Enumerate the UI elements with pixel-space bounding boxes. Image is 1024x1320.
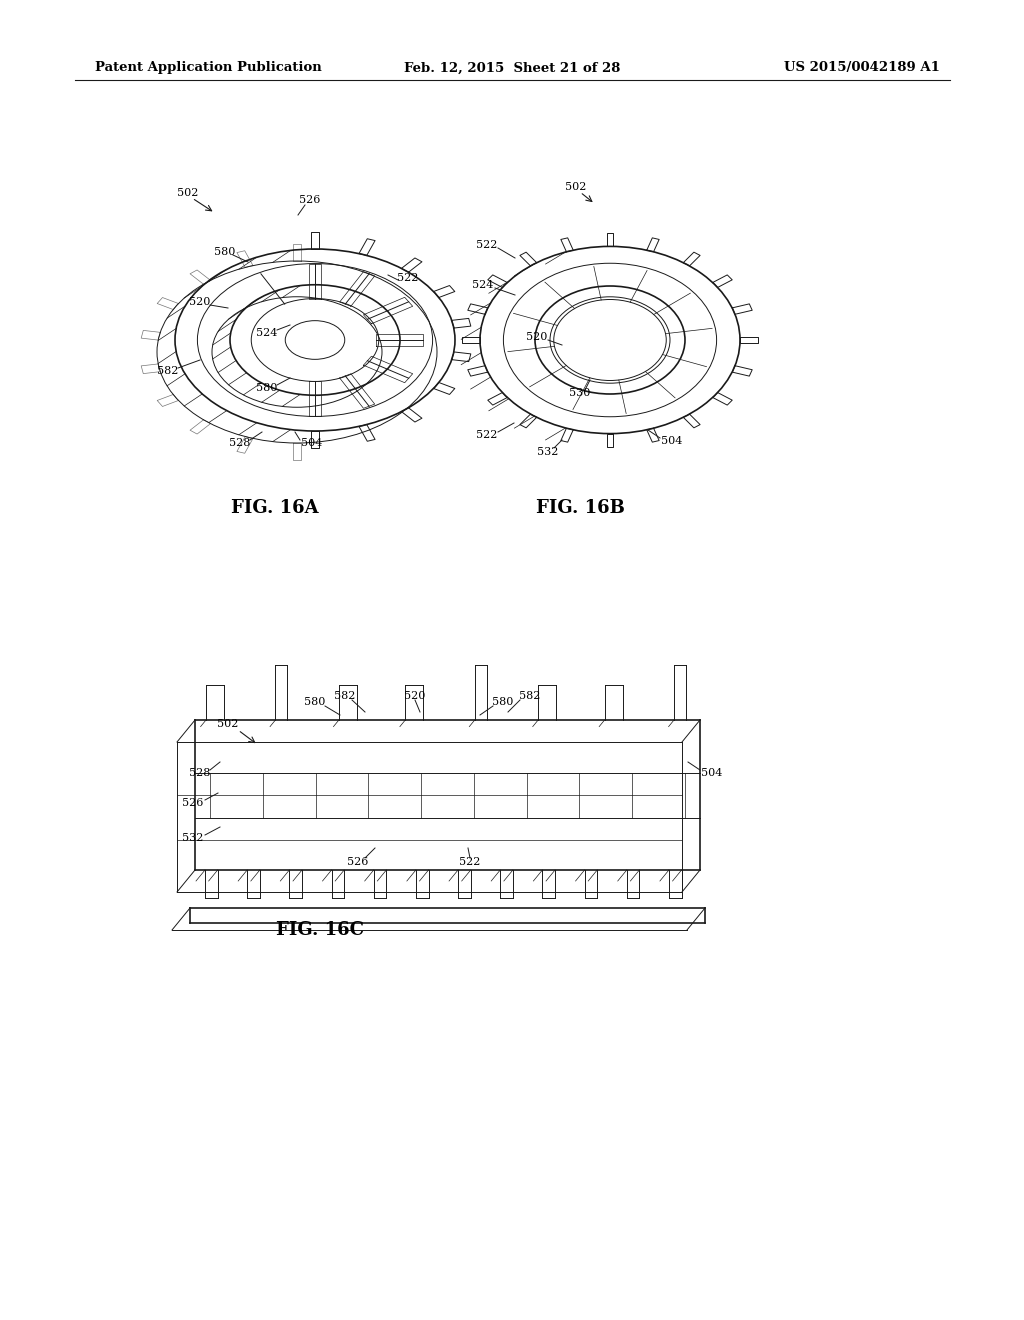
Text: 580: 580 [256, 383, 278, 393]
Text: 502: 502 [565, 182, 587, 191]
Text: 532: 532 [538, 447, 559, 457]
Text: 522: 522 [460, 857, 480, 867]
Text: 580: 580 [304, 697, 326, 708]
Text: 522: 522 [476, 430, 498, 440]
Text: 520: 520 [526, 333, 548, 342]
Text: 504: 504 [301, 438, 323, 447]
Text: 532: 532 [182, 833, 204, 843]
Text: 528: 528 [189, 768, 211, 777]
Text: 504: 504 [701, 768, 723, 777]
Text: 502: 502 [177, 187, 199, 198]
Text: 580: 580 [493, 697, 514, 708]
Text: 582: 582 [519, 690, 541, 701]
Text: 526: 526 [347, 857, 369, 867]
Text: US 2015/0042189 A1: US 2015/0042189 A1 [784, 62, 940, 74]
Text: 524: 524 [256, 327, 278, 338]
Text: Feb. 12, 2015  Sheet 21 of 28: Feb. 12, 2015 Sheet 21 of 28 [403, 62, 621, 74]
Text: 504: 504 [662, 436, 683, 446]
Text: 528: 528 [229, 438, 251, 447]
Text: FIG. 16B: FIG. 16B [536, 499, 625, 517]
Text: 522: 522 [397, 273, 419, 282]
Text: 522: 522 [476, 240, 498, 249]
Text: 526: 526 [299, 195, 321, 205]
Text: 582: 582 [334, 690, 355, 701]
Text: FIG. 16C: FIG. 16C [276, 921, 364, 939]
Text: 520: 520 [189, 297, 211, 308]
Text: 524: 524 [472, 280, 494, 290]
Text: 580: 580 [214, 247, 236, 257]
Text: 520: 520 [404, 690, 426, 701]
Text: 530: 530 [569, 388, 591, 399]
Text: 582: 582 [158, 366, 178, 376]
Text: Patent Application Publication: Patent Application Publication [95, 62, 322, 74]
Text: 526: 526 [182, 799, 204, 808]
Text: 502: 502 [217, 719, 239, 729]
Text: FIG. 16A: FIG. 16A [231, 499, 318, 517]
